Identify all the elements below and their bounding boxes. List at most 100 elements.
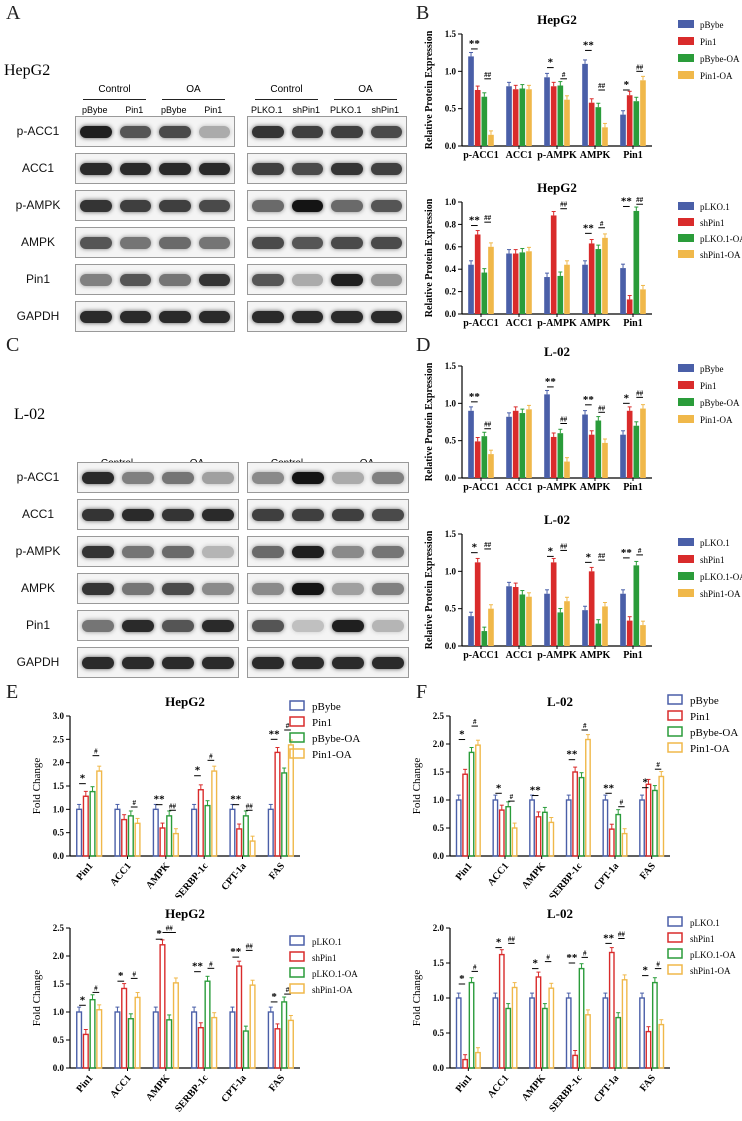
blot-strip [77, 647, 239, 678]
bar [620, 268, 626, 314]
x-tick-label: Pin1 [75, 1073, 96, 1095]
chart-d-l02-pbybe: L-02 Relative Protein Expression 0.0 0.5 1.0… [424, 344, 740, 493]
bar [640, 80, 646, 146]
bar [455, 997, 462, 1069]
legend-label: shPin1 [700, 555, 725, 565]
x-tick-label: CPT-1a [592, 861, 621, 893]
bar [526, 251, 532, 314]
legend-label: pBybe-OA [700, 398, 740, 408]
significance-mark: # [546, 954, 550, 962]
y-tick-label: 0.0 [445, 141, 457, 151]
cell-line-label: HepG2 [4, 62, 51, 79]
bar [197, 789, 204, 857]
significance-mark: ## [246, 802, 254, 810]
x-tick-label: p-ACC1 [463, 150, 499, 161]
bar [488, 246, 494, 314]
bar [602, 997, 609, 1069]
panel-label-f: F [416, 681, 428, 703]
bar [481, 631, 488, 646]
bar [242, 1030, 249, 1069]
legend-label: shPin1-OA [312, 985, 353, 995]
bar [287, 744, 294, 857]
y-tick-label: 0.5 [53, 1035, 65, 1045]
y-tick-label: 0.5 [433, 1028, 445, 1038]
blot-band [80, 125, 112, 138]
bar [249, 984, 256, 1069]
blot-row-label: GAPDH [16, 308, 60, 323]
bar [615, 813, 622, 857]
blot-band [292, 471, 324, 484]
legend-swatch [678, 54, 694, 62]
bar [229, 808, 236, 857]
significance-mark: ** [469, 38, 481, 50]
x-tick-label: ACC1 [486, 1073, 512, 1101]
bar [519, 252, 526, 314]
significance-mark: * [586, 551, 592, 563]
legend-swatch [667, 964, 683, 975]
blot-row-label: GAPDH [16, 654, 60, 669]
chart-title: HepG2 [165, 694, 205, 709]
bar [468, 751, 475, 857]
blot-row-label: AMPK [20, 580, 55, 595]
legend-swatch [667, 694, 683, 705]
y-tick-label: 1.5 [445, 29, 457, 39]
blot-strip [247, 264, 407, 295]
bar [640, 289, 646, 314]
legend-label: pLKO.1-OA [690, 950, 736, 960]
legend-swatch [667, 726, 683, 737]
bar [550, 562, 557, 646]
significance-mark: ## [636, 196, 644, 204]
bar [572, 771, 579, 857]
blot-strip [247, 573, 409, 604]
blot-band [162, 471, 194, 484]
significance-mark: * [624, 79, 630, 91]
bar [626, 620, 633, 646]
bar [249, 840, 256, 857]
bar [488, 608, 494, 646]
significance-mark: * [156, 928, 162, 940]
bar [621, 979, 628, 1069]
legend-swatch [667, 932, 683, 943]
lane-label: shPin1 [292, 105, 321, 115]
legend-swatch [289, 935, 305, 946]
chart-title: HepG2 [537, 180, 577, 195]
blot-band [252, 582, 284, 595]
panel-label-c: C [6, 334, 20, 356]
significance-mark: # [510, 793, 514, 801]
blot-band [252, 273, 284, 286]
significance-mark: ## [560, 415, 568, 423]
y-tick-label: 0.0 [433, 1063, 445, 1073]
y-tick-label: 0.0 [433, 851, 445, 861]
y-tick-label: 0.2 [445, 287, 457, 297]
significance-mark: * [271, 991, 277, 1003]
blot-band [331, 162, 363, 175]
significance-mark: * [459, 973, 465, 985]
chart-title: L-02 [544, 344, 570, 359]
bar [633, 565, 640, 646]
bar [89, 998, 96, 1069]
bar [204, 980, 211, 1069]
bar [582, 264, 588, 314]
blot-strip [75, 116, 235, 147]
blot-band [292, 619, 324, 632]
legend-swatch [667, 916, 683, 927]
y-tick-label: 0.5 [445, 436, 457, 446]
bar [658, 1023, 665, 1069]
bar [582, 610, 588, 646]
legend-label: Pin1 [690, 711, 710, 723]
bar [565, 799, 572, 857]
blot-band [372, 471, 404, 484]
bar [557, 433, 564, 478]
bar [620, 114, 626, 146]
bar [602, 799, 609, 857]
bar [544, 77, 550, 146]
significance-mark: ** [230, 946, 242, 958]
bar [127, 1018, 134, 1069]
x-tick-label: Pin1 [454, 861, 475, 883]
significance-mark: ## [484, 71, 492, 79]
x-tick-label: ACC1 [108, 1073, 134, 1101]
blot-band [292, 656, 324, 669]
bar [474, 234, 481, 314]
y-tick-label: 1.0 [53, 804, 65, 814]
bar [166, 1019, 173, 1069]
